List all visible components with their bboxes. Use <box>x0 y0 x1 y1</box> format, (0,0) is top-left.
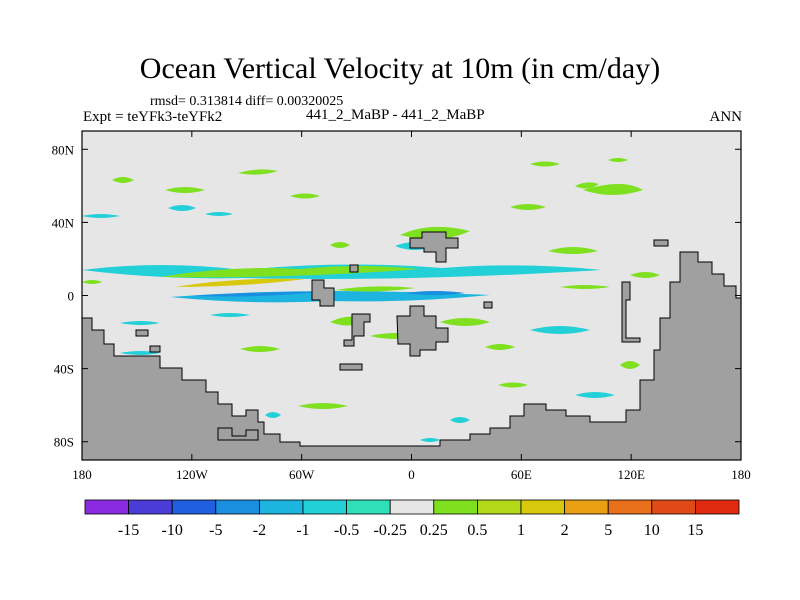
colorbar-label: 5 <box>604 522 612 539</box>
colorbar-label: 0.25 <box>420 522 448 539</box>
land-japan <box>653 239 669 247</box>
colorbar-label: 2 <box>561 522 569 539</box>
land-south-america-antarctica <box>81 251 742 461</box>
contour-green <box>498 382 528 388</box>
colorbar-swatch <box>476 499 522 515</box>
colorbar-swatch <box>564 499 609 515</box>
x-tick-label: 0 <box>408 467 415 482</box>
land-indonesia <box>621 281 641 343</box>
experiment-label: Expt = teYFk3-teYFk2 <box>83 109 223 125</box>
contour-green <box>510 204 546 210</box>
colorbar-label: 10 <box>644 522 660 539</box>
stats-label: rmsd= 0.313814 diff= 0.00320025 <box>150 94 344 109</box>
y-tick-label: 80S <box>54 435 74 450</box>
x-tick-label: 120E <box>617 467 645 482</box>
contour-green <box>575 182 599 189</box>
colorbar-swatch <box>695 499 740 515</box>
colorbar-label: -15 <box>118 522 139 539</box>
colorbar-swatch <box>520 499 565 515</box>
contour-green <box>548 247 598 254</box>
y-tick-label: 40S <box>54 362 74 377</box>
contour-green <box>530 161 560 167</box>
colorbar-swatch <box>171 499 217 515</box>
contour-cyan <box>530 326 590 334</box>
colorbar-swatch <box>433 499 478 515</box>
contour-green <box>298 403 348 409</box>
land-madagascar <box>339 363 363 371</box>
contour-cyan <box>450 417 470 423</box>
colorbar-label: -10 <box>162 522 183 539</box>
colorbar-label: -0.5 <box>334 522 359 539</box>
colorbar-label: -0.25 <box>374 522 407 539</box>
x-tick-label: 120W <box>176 467 209 482</box>
colorbar-label: 1 <box>517 522 525 539</box>
axes: 180 120W 60W 0 60E 120E 180 80N 40N 0 40S 80S <box>52 131 751 482</box>
contour-green <box>630 272 660 278</box>
contour-cyan <box>82 214 120 218</box>
contour-cyan <box>210 313 250 317</box>
colorbar-swatch <box>128 499 173 515</box>
land-masses <box>81 231 742 461</box>
contour-green <box>330 242 350 248</box>
colorbar-label: -5 <box>209 522 222 539</box>
contour-green <box>583 184 643 195</box>
contour-cyan <box>205 212 233 216</box>
colorbar-label: 0.5 <box>467 522 487 539</box>
contour-cyan <box>265 412 281 418</box>
colorbar-swatch <box>84 499 129 515</box>
colorbar-swatch <box>607 499 653 515</box>
colorbar-label: -2 <box>253 522 266 539</box>
land-india <box>343 313 371 347</box>
contour-green <box>440 318 490 326</box>
contour-green <box>82 280 102 284</box>
contour-green <box>620 361 640 369</box>
contour-green <box>112 177 134 183</box>
contour-blue <box>405 291 465 295</box>
land-islands <box>349 264 359 273</box>
x-tick-label: 60W <box>289 467 315 482</box>
colorbar-label: 15 <box>687 522 703 539</box>
land-antarctic-peninsula <box>217 427 259 441</box>
map-field <box>81 130 742 461</box>
x-tick-label: 180 <box>731 467 751 482</box>
contour-cyan <box>420 438 440 442</box>
land-islands <box>149 345 161 353</box>
land-islands <box>483 301 493 309</box>
contour-green <box>290 193 320 199</box>
colorbar-swatch <box>389 499 435 515</box>
colorbar-swatch <box>346 499 391 515</box>
contour-cyan <box>120 321 160 325</box>
season-label: ANN <box>709 109 743 125</box>
contour-green <box>238 169 278 175</box>
colorbar-swatch <box>215 499 260 515</box>
x-tick-label: 60E <box>511 467 532 482</box>
y-tick-label: 80N <box>52 142 75 157</box>
contour-green <box>240 346 280 352</box>
colorbar-swatch <box>258 499 304 515</box>
colorbar: -15 -10 -5 -2 -1 -0.5 -0.25 0.25 0.5 1 2 5 10 15 <box>84 499 740 539</box>
land-arabia <box>311 279 335 307</box>
contour-green <box>165 187 205 193</box>
land-europe <box>409 231 459 263</box>
contour-yellow <box>175 278 305 287</box>
contour-blue <box>190 291 320 297</box>
cases-label: 441_2_MaBP - 441_2_MaBP <box>306 107 485 123</box>
contour-green <box>485 344 515 350</box>
velocity-contours <box>82 158 681 442</box>
land-africa <box>396 305 449 357</box>
colorbar-swatch <box>651 499 696 515</box>
y-tick-label: 0 <box>68 289 75 304</box>
colorbar-swatch <box>302 499 347 515</box>
x-tick-label: 180 <box>72 467 92 482</box>
colorbar-label: -1 <box>296 522 309 539</box>
contour-green <box>608 158 628 162</box>
contour-green <box>335 286 415 292</box>
contour-green <box>560 285 610 289</box>
land-islands <box>135 329 149 337</box>
contour-cyan <box>168 205 196 211</box>
chart-title: Ocean Vertical Velocity at 10m (in cm/da… <box>139 52 661 85</box>
y-tick-label: 40N <box>52 215 75 230</box>
contour-cyan <box>575 392 615 398</box>
